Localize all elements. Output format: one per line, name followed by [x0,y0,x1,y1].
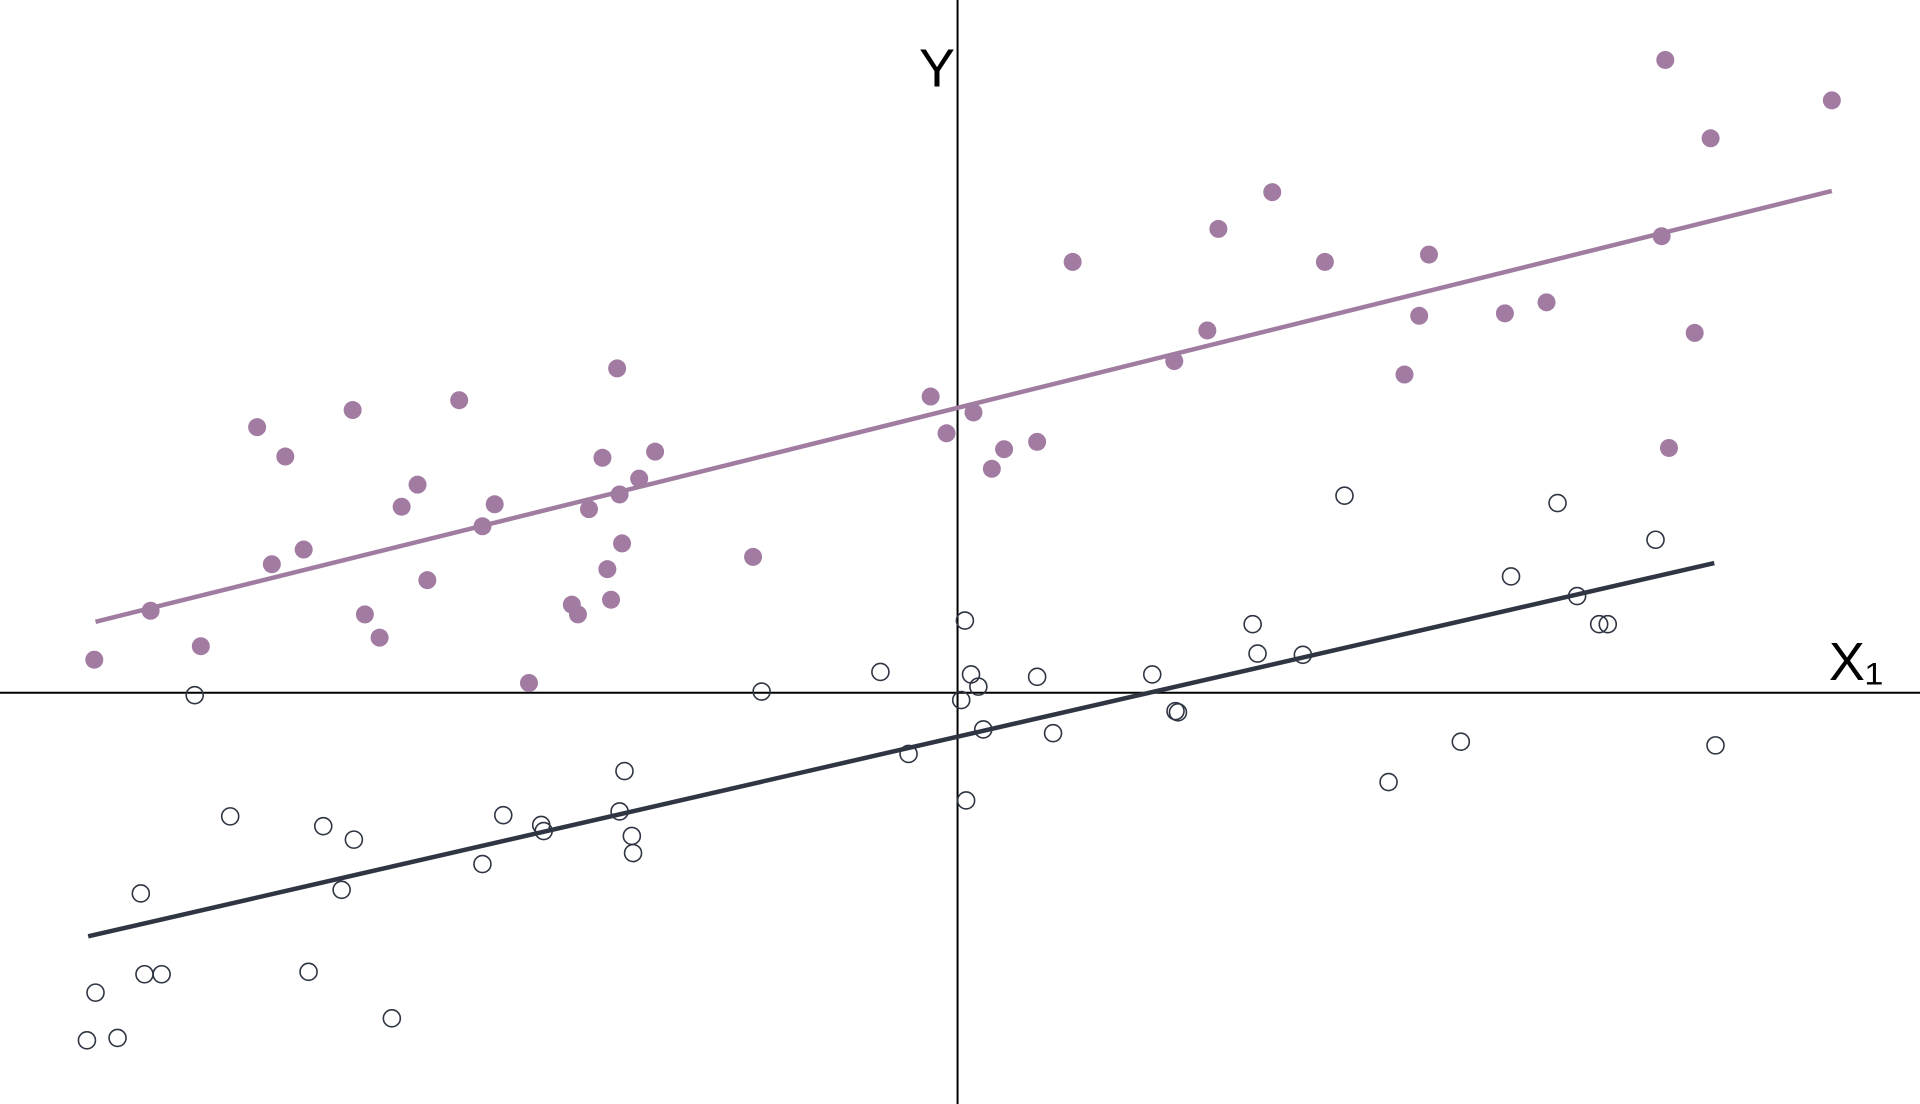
y-axis-label: Y [919,38,955,98]
point [473,854,492,874]
point [602,590,621,609]
point [995,440,1014,459]
point [1659,438,1678,457]
point [623,843,643,863]
point [392,497,411,516]
point [313,816,333,836]
point [613,534,632,553]
point [955,611,975,630]
point [77,1031,97,1050]
point [85,650,104,669]
point [450,391,469,410]
x-axis-label: X₁ [1829,632,1883,692]
point [1395,365,1414,384]
point [1495,304,1514,323]
point [982,459,1001,478]
point [961,665,981,684]
point [343,401,362,420]
point [248,418,267,437]
point [220,807,240,826]
point [964,403,983,422]
point [1168,703,1188,722]
point [355,605,374,624]
point [493,805,513,825]
point [1646,530,1665,550]
point [598,560,617,579]
point [519,673,538,692]
point [1263,183,1282,202]
point [1142,665,1162,684]
point [630,469,649,488]
point [752,682,771,701]
point [608,359,627,378]
point [1248,644,1267,663]
point [1419,245,1438,264]
point [185,685,204,705]
point [871,662,890,682]
point [1063,252,1082,271]
point [1656,50,1675,69]
point [1043,723,1063,743]
point [485,495,504,514]
point [969,677,988,696]
fit-line [87,560,1715,939]
point [956,791,976,810]
point [1166,701,1185,721]
point [1451,732,1471,752]
point [152,964,171,984]
point [1027,667,1047,687]
point [744,547,763,566]
point [276,447,295,466]
point [593,448,612,467]
point [108,1028,127,1048]
point [579,500,598,519]
point [418,571,437,590]
point [1243,614,1262,634]
point [262,555,281,574]
point [299,962,318,982]
point [1379,772,1398,792]
point [344,830,364,849]
point [622,826,642,846]
point [1335,486,1354,505]
point [382,1009,402,1028]
point [191,637,210,656]
point [1028,432,1047,451]
point [1706,736,1725,755]
point [921,387,940,406]
point [568,605,587,624]
fit-line [94,188,1833,624]
point [1589,614,1609,634]
point [615,761,634,781]
point [86,983,105,1002]
point [131,884,151,903]
point [1410,306,1429,325]
point [937,424,956,443]
point [294,540,313,559]
point [1537,293,1556,312]
point [1209,219,1228,238]
point [646,442,665,461]
point [1701,129,1720,148]
point [1685,323,1704,342]
point [1822,91,1841,110]
point [1198,321,1217,340]
point [951,690,971,710]
point [1501,567,1521,586]
point [1548,493,1567,513]
point [332,880,351,900]
point [899,744,918,764]
point [135,964,154,984]
point [1315,252,1334,271]
point [370,628,389,647]
point [408,475,427,494]
point [1598,614,1618,634]
